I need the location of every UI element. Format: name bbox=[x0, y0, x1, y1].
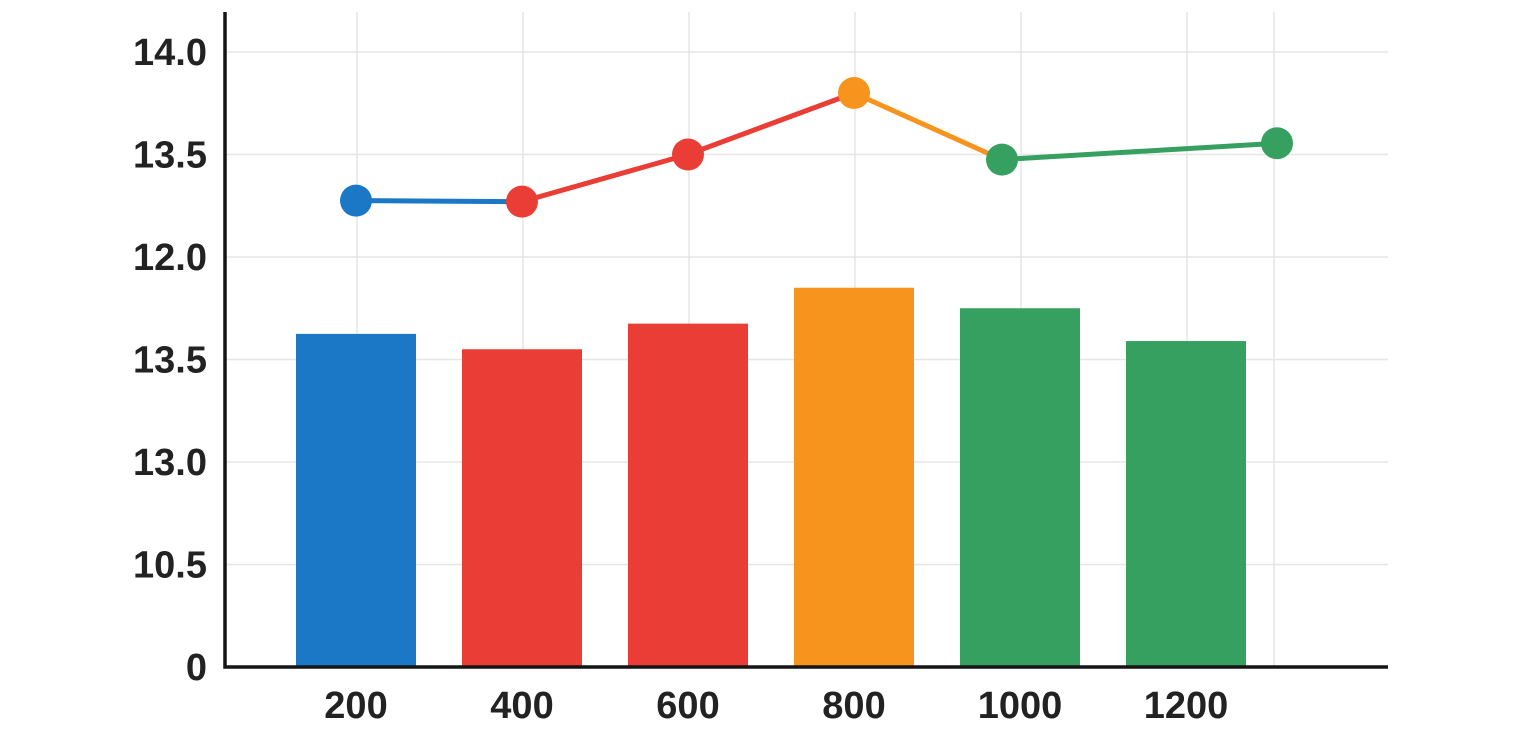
axes bbox=[223, 12, 1388, 669]
bar-200 bbox=[296, 333, 416, 667]
y-tick-label: 14.0 bbox=[133, 32, 207, 74]
line-point-200 bbox=[340, 184, 372, 217]
bar-400 bbox=[462, 349, 582, 667]
x-tick-label: 400 bbox=[490, 685, 553, 727]
line-segment bbox=[519, 152, 691, 205]
line-point-1200 bbox=[1261, 127, 1293, 160]
y-tick-label: 13.5 bbox=[133, 135, 207, 177]
y-tick-labels: 0 10.5 13.0 13.5 12.0 13.5 14.0 bbox=[133, 32, 207, 689]
x-tick-label: 1000 bbox=[978, 685, 1063, 727]
line-point-1000 bbox=[986, 143, 1018, 176]
bars bbox=[296, 287, 1246, 667]
gridlines bbox=[225, 12, 1388, 667]
line-segment bbox=[851, 90, 1005, 163]
line-point-600 bbox=[672, 138, 704, 171]
x-tick-label: 800 bbox=[822, 685, 885, 727]
x-tick-labels: 200 400 600 800 1000 1200 bbox=[324, 685, 1228, 727]
y-tick-label: 10.5 bbox=[133, 545, 207, 587]
bar-800 bbox=[794, 287, 914, 667]
bar-1000 bbox=[960, 308, 1080, 667]
line-point-800 bbox=[838, 77, 870, 109]
x-tick-label: 200 bbox=[324, 685, 387, 727]
axis-frame bbox=[223, 12, 1388, 669]
bar-1200 bbox=[1126, 341, 1246, 667]
x-tick-label: 1200 bbox=[1144, 685, 1229, 727]
line-segment bbox=[685, 90, 857, 157]
bar-600 bbox=[628, 323, 748, 667]
line-series bbox=[340, 77, 1293, 218]
line-segment bbox=[999, 140, 1280, 163]
x-tick-label: 600 bbox=[656, 685, 719, 727]
y-tick-label: 0 bbox=[186, 647, 207, 689]
line-point-400 bbox=[506, 185, 538, 218]
y-tick-label: 12.0 bbox=[133, 237, 207, 279]
y-tick-label: 13.5 bbox=[133, 340, 207, 382]
line-segment bbox=[353, 198, 525, 205]
y-tick-label: 13.0 bbox=[133, 442, 207, 484]
